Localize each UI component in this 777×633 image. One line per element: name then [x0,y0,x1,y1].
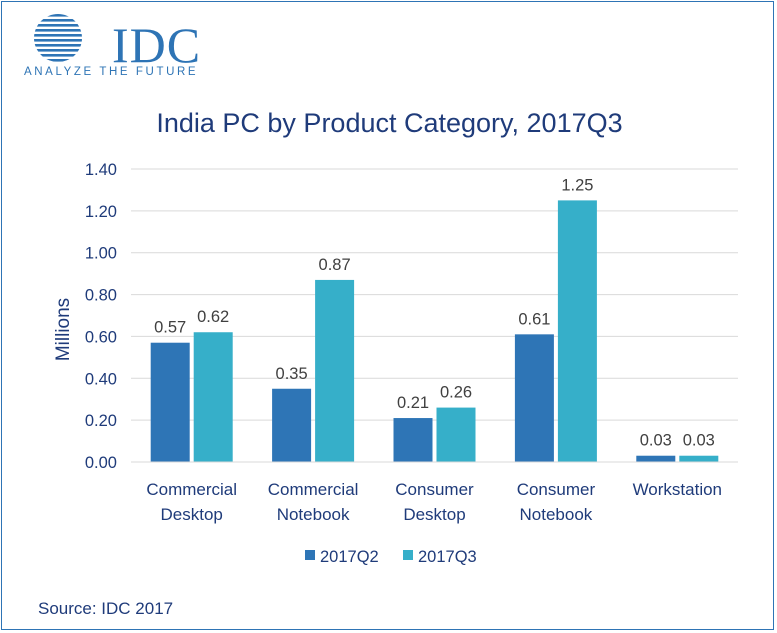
y-tick-label: 0.00 [85,454,117,472]
data-label: 0.21 [397,394,429,412]
bar-2017q3 [193,332,233,462]
idc-logo: IDC ANALYZE THE FUTURE [20,12,200,82]
legend-item-2017q2[interactable]: 2017Q2 [305,548,379,566]
x-category-label: Consumer [395,480,474,499]
data-label: 0.35 [276,365,308,383]
bar-2017q2 [514,334,554,462]
data-labels: 0.57 0.62 0.35 0.87 0.21 0.26 0.61 1.25 0.03 0.03 [154,176,715,449]
x-axis-categories: Commercial Desktop Commercial Notebook Consu… [146,480,722,524]
legend-item-2017q3[interactable]: 2017Q3 [403,548,477,566]
source-note: Source: IDC 2017 [38,599,174,618]
logo-tagline: ANALYZE THE FUTURE [24,66,199,78]
bar-2017q3 [436,407,476,462]
bar-2017q3 [315,279,355,462]
data-label: 1.25 [561,176,593,194]
bar-2017q2 [150,342,190,462]
bars [150,200,719,462]
x-category-label: Notebook [520,505,593,524]
data-label: 0.62 [197,308,229,326]
bar-2017q2 [636,455,676,462]
bar-2017q3 [679,455,719,462]
y-tick-label: 0.20 [85,412,117,430]
x-category-label: Consumer [517,480,596,499]
y-tick-label: 0.80 [85,287,117,305]
data-label: 0.87 [319,256,351,274]
y-tick-label: 1.20 [85,203,117,221]
chart-title: India PC by Product Category, 2017Q3 [156,108,623,138]
bar-2017q2 [272,388,312,462]
bar-2017q2 [393,418,433,462]
legend-label: 2017Q3 [418,548,477,566]
x-category-label: Notebook [277,505,350,524]
data-label: 0.03 [683,432,715,450]
legend[interactable]: 2017Q2 2017Q3 [305,548,477,566]
y-axis-ticks: 0.00 0.20 0.40 0.60 0.80 1.00 1.20 1.40 [85,161,117,472]
y-tick-label: 1.40 [85,161,117,179]
y-tick-label: 0.40 [85,370,117,388]
x-category-label: Commercial [268,480,359,499]
bar-2017q3 [557,200,597,462]
data-label: 0.61 [518,310,550,328]
x-category-label: Commercial [146,480,237,499]
legend-swatch [403,550,413,560]
data-label: 0.03 [640,432,672,450]
logo-wordmark: IDC [112,17,202,73]
legend-label: 2017Q2 [320,548,379,566]
y-tick-label: 0.60 [85,328,117,346]
legend-swatch [305,550,315,560]
data-label: 0.57 [154,319,186,337]
x-category-label: Workstation [633,480,722,499]
y-tick-label: 1.00 [85,245,117,263]
globe-icon [34,14,82,62]
x-category-label: Desktop [403,505,465,524]
y-axis-title: Millions [53,298,74,361]
x-category-label: Desktop [161,505,223,524]
data-label: 0.26 [440,384,472,402]
